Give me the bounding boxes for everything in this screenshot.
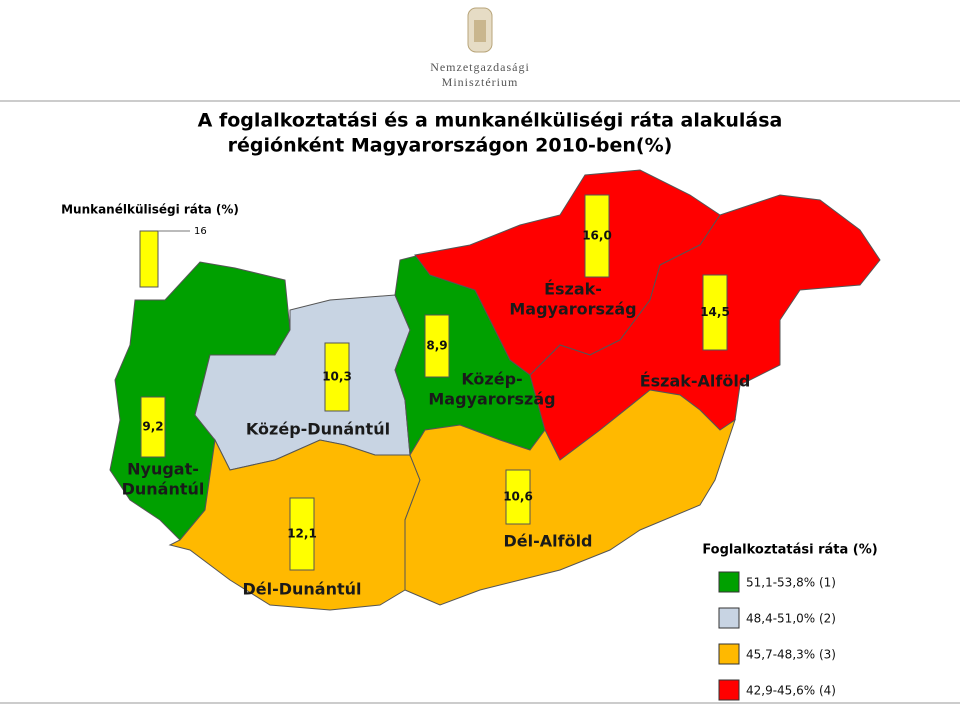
unemployment-value: 10,6: [503, 490, 533, 504]
legend-swatch: [718, 679, 740, 701]
region-name: Közép-: [461, 370, 522, 389]
unemployment-bar: [424, 314, 450, 378]
legend-bar: [139, 230, 159, 288]
unemployment-value: 12,1: [287, 527, 317, 541]
legend-label: 45,7-48,3% (3): [746, 648, 836, 662]
region-name: Nyugat-: [127, 460, 199, 479]
unemployment-value: 10,3: [322, 370, 352, 384]
legend-label: 42,9-45,6% (4): [746, 684, 836, 698]
unemployment-bar: [702, 274, 728, 351]
region-name: Magyarország: [428, 390, 555, 409]
region-name: Közép-Dunántúl: [246, 420, 390, 439]
legend-scale-label: 16: [194, 226, 207, 237]
unemployment-value: 16,0: [582, 229, 612, 243]
ministry-name: Nemzetgazdasági: [430, 60, 530, 74]
region-name: Dunántúl: [122, 480, 205, 499]
legend-swatch: [718, 607, 740, 629]
unemployment-value: 14,5: [700, 305, 730, 319]
unemployment-bar: [324, 342, 350, 412]
unemployment-value: 9,2: [142, 420, 163, 434]
ministry-name: Minisztérium: [442, 75, 519, 89]
unemployment-bar: [505, 469, 531, 525]
unemployment-value: 8,9: [426, 339, 447, 353]
legend-label: 51,1-53,8% (1): [746, 576, 836, 590]
legend-swatch: [718, 643, 740, 665]
region-shape: [404, 389, 736, 606]
region-name: Észak-Alföld: [640, 372, 751, 391]
unemployment-legend: Munkanélküliségi ráta (%) 16: [61, 203, 239, 288]
legend-label: 48,4-51,0% (2): [746, 612, 836, 626]
unemployment-bar: [584, 194, 610, 278]
logo: Nemzetgazdasági Minisztérium: [430, 7, 530, 89]
legend-title: Munkanélküliségi ráta (%): [61, 203, 239, 217]
title: A foglalkoztatási és a munkanélküliségi …: [198, 110, 783, 132]
unemployment-bar: [140, 396, 166, 458]
legend-swatch: [718, 571, 740, 593]
title: régiónként Magyarországon 2010-ben(%): [228, 135, 673, 157]
unemployment-bar: [289, 497, 315, 571]
legend-title: Foglalkoztatási ráta (%): [702, 543, 877, 558]
region-labels: 9,2 Nyugat-Dunántúl 10,3 Közép-Dunántúl 12,1…: [122, 194, 751, 599]
employment-legend: Foglalkoztatási ráta (%) 51,1-53,8% (1) 4…: [702, 543, 878, 701]
region-name: Dél-Dunántúl: [242, 580, 361, 599]
region-name: Dél-Alföld: [503, 532, 592, 551]
region-name: Magyarország: [509, 300, 636, 319]
region-name: Észak-: [544, 280, 602, 299]
